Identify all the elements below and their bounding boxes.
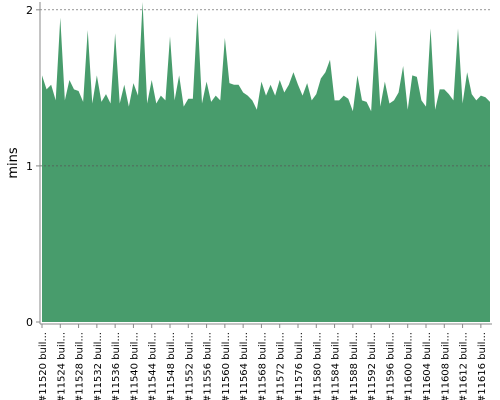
x-tick-label: #11560 buil... [221,332,232,400]
x-tick-label: #11536 buil... [111,332,122,400]
x-tick-label: #11540 buil... [129,332,140,400]
x-tick-label: #11564 buil... [239,332,250,400]
x-tick-label: #11528 buil... [75,332,86,400]
x-tick-label: #11584 buil... [331,332,342,400]
x-tick-label: #11588 buil... [349,332,360,400]
x-tick-label: #11576 buil... [294,332,305,400]
y-tick-label: 1 [26,160,33,173]
area [42,2,490,322]
x-tick-label: #11568 buil... [257,332,268,400]
x-tick-label: #11548 buil... [166,332,177,400]
x-tick-label: #11572 buil... [276,332,287,400]
y-axis-label: mins [6,147,21,179]
x-tick-label: #11592 buil... [367,332,378,400]
y-tick-label: 2 [26,4,33,17]
y-tick-label: 0 [26,316,33,329]
x-tick-label: #11600 buil... [404,332,415,400]
x-tick-label: #11608 buil... [440,332,451,400]
x-tick-label: #11532 buil... [93,332,104,400]
x-tick-label: #11612 buil... [459,332,470,400]
x-tick-label: #11556 buil... [203,332,214,400]
x-tick-label: #11520 buil... [38,332,49,400]
x-tick-label: #11524 buil... [56,332,67,400]
x-tick-label: #11596 buil... [385,332,396,400]
x-tick-label: #11604 buil... [422,332,433,400]
x-tick-label: #11552 buil... [184,332,195,400]
x-tick-label: #11544 buil... [148,332,159,400]
x-tick-label: #11616 buil... [477,332,488,400]
x-tick-label: #11580 buil... [312,332,323,400]
